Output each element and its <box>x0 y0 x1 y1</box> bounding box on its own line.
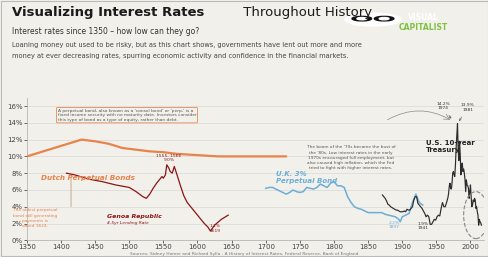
Text: 1.9%
1941: 1.9% 1941 <box>416 222 427 230</box>
Circle shape <box>345 13 400 26</box>
Text: U.S. 10-year
Treasury: U.S. 10-year Treasury <box>425 140 474 153</box>
Text: Visualizing Interest Rates: Visualizing Interest Rates <box>12 6 204 20</box>
Text: Genoa Republic: Genoa Republic <box>107 214 162 219</box>
Text: CAPITALIST: CAPITALIST <box>398 23 447 32</box>
Text: The boom of the '70s became the bust of
the '80s. Low interest rates in the earl: The boom of the '70s became the bust of … <box>306 145 394 170</box>
Text: 4-5yr Lending Rate: 4-5yr Lending Rate <box>107 221 149 225</box>
Text: 1.1%
1619: 1.1% 1619 <box>209 224 220 233</box>
Text: 1555, 1566
9.0%: 1555, 1566 9.0% <box>156 154 181 162</box>
Circle shape <box>374 16 393 21</box>
Circle shape <box>356 17 366 20</box>
Text: The oldest perpetual
bond still generating
payments is
dated 1624.: The oldest perpetual bond still generati… <box>13 208 57 228</box>
Text: 14.2%
1974: 14.2% 1974 <box>435 102 450 118</box>
Text: Dutch Perpetual Bonds: Dutch Perpetual Bonds <box>41 175 134 181</box>
Text: 13.9%
1981: 13.9% 1981 <box>458 103 474 121</box>
Circle shape <box>351 16 371 21</box>
Text: A perpetual bond, also known as a 'consol bond' or 'perp,' is a
fixed income sec: A perpetual bond, also known as a 'conso… <box>58 108 196 122</box>
Text: Sources: Sidney Homer and Richard Sylla - A History of Interest Rates, Federal R: Sources: Sidney Homer and Richard Sylla … <box>130 252 358 256</box>
Circle shape <box>379 17 388 20</box>
Text: VISUAL: VISUAL <box>407 13 438 22</box>
Text: money at ever decreasing rates, spurring economic activity and confidence in the: money at ever decreasing rates, spurring… <box>12 53 348 59</box>
Text: U.K. 3%
Perpetual Bond: U.K. 3% Perpetual Bond <box>275 171 336 184</box>
Text: 2.2%
1897: 2.2% 1897 <box>388 221 399 230</box>
Text: Interest rates since 1350 – how low can they go?: Interest rates since 1350 – how low can … <box>12 27 199 36</box>
Text: Loaning money out used to be risky, but as this chart shows, governments have le: Loaning money out used to be risky, but … <box>12 42 361 48</box>
Text: Throughout History: Throughout History <box>238 6 371 20</box>
